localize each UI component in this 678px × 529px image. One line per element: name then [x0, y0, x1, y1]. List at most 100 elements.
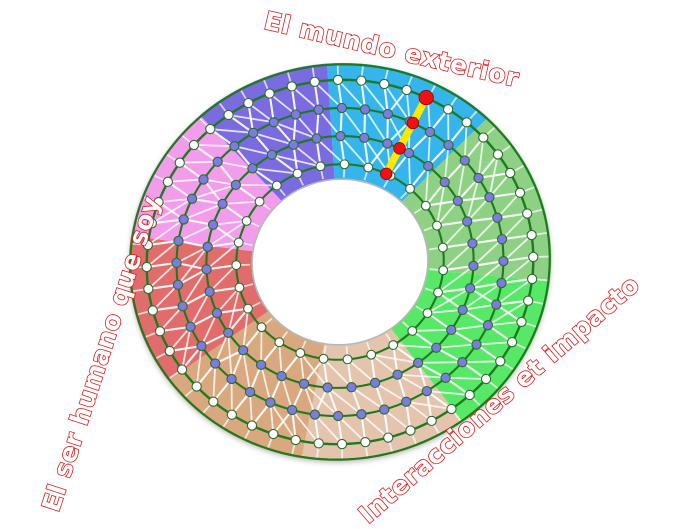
node [367, 350, 376, 359]
node [267, 150, 276, 159]
node [497, 235, 506, 244]
node [163, 177, 172, 186]
highlight-node[interactable] [380, 168, 392, 180]
node [202, 265, 211, 274]
node [447, 404, 456, 413]
node [422, 387, 431, 396]
node [408, 327, 417, 336]
node [289, 140, 298, 149]
node [189, 140, 198, 149]
node [423, 309, 432, 318]
node [383, 109, 392, 118]
node [310, 410, 319, 419]
node [148, 306, 157, 315]
node [209, 397, 218, 406]
node [293, 169, 302, 178]
node [248, 164, 257, 173]
node [269, 429, 278, 438]
node [255, 197, 264, 206]
node [340, 160, 349, 169]
node [463, 217, 472, 226]
node [458, 305, 467, 314]
node [224, 110, 233, 119]
node [296, 349, 305, 358]
node [333, 75, 342, 84]
node [310, 77, 319, 86]
node [517, 317, 526, 326]
node [175, 158, 184, 167]
node [337, 103, 346, 112]
node [165, 346, 174, 355]
node [527, 230, 536, 239]
node [523, 209, 532, 218]
highlight-node[interactable] [394, 143, 406, 155]
node [269, 118, 278, 127]
node [336, 132, 345, 141]
node [404, 148, 413, 157]
node [384, 433, 393, 442]
node [465, 390, 474, 399]
node [406, 184, 415, 193]
node [231, 180, 240, 189]
node [227, 410, 236, 419]
node [197, 341, 206, 350]
node [312, 134, 321, 143]
node [211, 359, 220, 368]
node [314, 105, 323, 114]
node [406, 426, 415, 435]
node [383, 139, 392, 148]
node [528, 274, 537, 283]
node [493, 213, 502, 222]
torus-network-svg [0, 0, 678, 512]
node [177, 365, 186, 374]
node [186, 322, 195, 331]
node [272, 181, 281, 190]
node [424, 161, 433, 170]
node [507, 338, 516, 347]
node [425, 127, 434, 136]
node [438, 243, 447, 252]
node [227, 374, 236, 383]
node [334, 411, 343, 420]
node [393, 370, 402, 379]
node [239, 346, 248, 355]
node [468, 239, 477, 248]
node [213, 157, 222, 166]
node [291, 110, 300, 119]
node [257, 323, 266, 332]
node [155, 327, 164, 336]
node [447, 325, 456, 334]
node [441, 373, 450, 382]
node [249, 128, 258, 137]
node [515, 188, 524, 197]
node [291, 435, 300, 444]
highlight-node[interactable] [419, 90, 433, 104]
node [364, 163, 373, 172]
node [472, 340, 481, 349]
node [458, 358, 467, 367]
node [414, 358, 423, 367]
node [178, 302, 187, 311]
node [444, 140, 453, 149]
node [287, 82, 296, 91]
node [244, 304, 253, 313]
node [466, 284, 475, 293]
node [493, 150, 502, 159]
node [319, 354, 328, 363]
node [485, 193, 494, 202]
node [499, 257, 508, 266]
node [179, 215, 188, 224]
node [402, 397, 411, 406]
node [433, 221, 442, 230]
node [277, 372, 286, 381]
torus-hole [252, 179, 428, 345]
node [474, 173, 483, 182]
node [361, 105, 370, 114]
node [299, 379, 308, 388]
highlight-node[interactable] [407, 117, 419, 129]
node [343, 355, 352, 364]
node [224, 328, 233, 337]
node [462, 118, 471, 127]
node [203, 242, 212, 251]
node [266, 398, 275, 407]
